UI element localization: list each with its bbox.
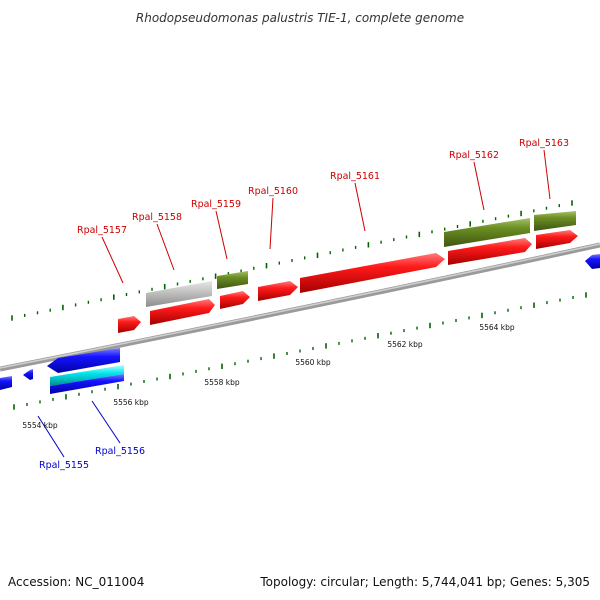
genome-backbone — [0, 242, 600, 372]
gene-label-rpal-5159[interactable]: Rpal_5159 — [191, 199, 241, 210]
gene-label-rpal-5163[interactable]: Rpal_5163 — [519, 138, 569, 149]
gene-arrow-small-reverse[interactable] — [23, 369, 33, 380]
leader-rpal-5161 — [354, 182, 366, 232]
gene-label-rpal-5155[interactable]: Rpal_5155 — [39, 460, 89, 471]
gene-feature-gray[interactable] — [146, 281, 212, 307]
leader-rpal-5157 — [101, 236, 124, 284]
leader-rpal-5162 — [473, 161, 485, 211]
gene-arrow-rpal-5159[interactable] — [220, 291, 250, 309]
gene-label-rpal-5160[interactable]: Rpal_5160 — [248, 186, 298, 197]
leader-rpal-5158 — [156, 223, 175, 271]
gene-arrow-rpal-5162[interactable] — [448, 238, 532, 265]
gene-arrow-rpal-5160[interactable] — [258, 281, 298, 301]
tick-marks — [11, 200, 587, 410]
gene-label-rpal-5157[interactable]: Rpal_5157 — [77, 225, 127, 236]
gene-arrow-far-right-reverse[interactable] — [585, 254, 600, 269]
gene-arrow-rpal-5163[interactable] — [536, 230, 578, 249]
gene-feature-olive-rpal-5159[interactable] — [217, 271, 248, 289]
genome-backbone-highlight — [0, 243, 600, 369]
gene-arrow-rpal-5161[interactable] — [300, 253, 445, 293]
gene-arrow-rpal-5156[interactable] — [47, 348, 120, 373]
gene-label-rpal-5158[interactable]: Rpal_5158 — [132, 212, 182, 223]
gene-arrow-rpal-5156-lower[interactable] — [50, 374, 124, 394]
gene-leader-lines — [37, 149, 551, 458]
genome-title: Rhodopseudomonas palustris TIE-1, comple… — [136, 11, 464, 25]
gene-arrow-rpal-5156-cyan[interactable] — [50, 365, 124, 386]
leader-rpal-5155 — [37, 415, 65, 458]
leader-rpal-5159 — [215, 210, 228, 260]
gene-label-rpal-5156[interactable]: Rpal_5156 — [95, 446, 145, 457]
accession-text: Accession: NC_011004 — [8, 575, 144, 589]
kbp-label-5560: 5560 kbp — [295, 358, 331, 367]
gene-arrow-rpal-5157[interactable] — [118, 316, 141, 333]
kbp-label-5564: 5564 kbp — [479, 323, 515, 332]
gene-arrow-rpal-5158[interactable] — [150, 299, 215, 325]
leader-rpal-5163 — [543, 149, 551, 200]
gene-arrow-rpal-5155[interactable] — [0, 376, 12, 390]
leader-rpal-5156 — [91, 400, 121, 444]
gene-label-rpal-5162[interactable]: Rpal_5162 — [449, 150, 499, 161]
kbp-label-5558: 5558 kbp — [204, 378, 240, 387]
gene-feature-olive-rpal-5162[interactable] — [444, 218, 530, 247]
topology-text: Topology: circular; Length: 5,744,041 bp… — [259, 575, 590, 589]
kbp-label-5554: 5554 kbp — [22, 421, 58, 430]
gene-label-rpal-5161[interactable]: Rpal_5161 — [330, 171, 380, 182]
leader-rpal-5160 — [269, 197, 274, 250]
kbp-label-5556: 5556 kbp — [113, 398, 149, 407]
gene-feature-olive-rpal-5163[interactable] — [534, 211, 576, 231]
kbp-label-5562: 5562 kbp — [387, 340, 423, 349]
